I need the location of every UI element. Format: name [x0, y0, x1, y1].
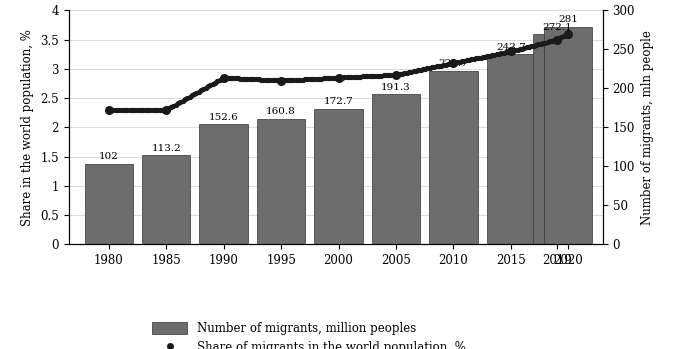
Bar [533, 34, 581, 244]
Text: 191.3: 191.3 [381, 83, 411, 92]
Text: 281: 281 [558, 15, 578, 24]
Bar [84, 164, 133, 244]
Text: 172.7: 172.7 [323, 97, 353, 106]
Y-axis label: Number of migrants, mln people: Number of migrants, mln people [640, 30, 653, 225]
Text: 160.8: 160.8 [266, 107, 296, 116]
Bar [544, 27, 593, 244]
Bar [257, 119, 306, 244]
Text: 272.1: 272.1 [542, 23, 572, 31]
Bar [372, 94, 420, 244]
Y-axis label: Share in the world population, %: Share in the world population, % [21, 29, 34, 226]
Text: 113.2: 113.2 [151, 143, 181, 153]
Text: 221.7: 221.7 [438, 59, 469, 68]
Bar [199, 125, 248, 244]
Bar [429, 71, 477, 244]
Text: 102: 102 [99, 152, 119, 161]
Bar [142, 155, 190, 244]
Bar [487, 54, 535, 244]
Text: 243.7: 243.7 [496, 43, 526, 52]
Legend: Number of migrants, million peoples, Share of migrants in the world population, : Number of migrants, million peoples, Sha… [146, 316, 472, 349]
Text: 152.6: 152.6 [209, 113, 238, 122]
Bar [314, 109, 362, 244]
